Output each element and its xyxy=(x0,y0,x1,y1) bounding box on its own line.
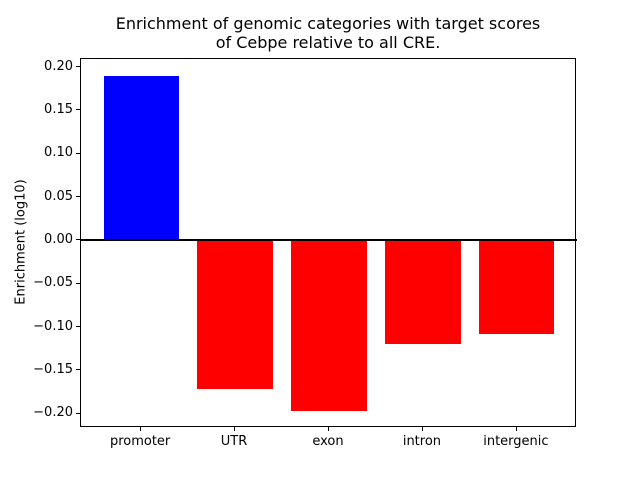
x-tick-label-intron: intron xyxy=(402,434,442,449)
y-tick-mark xyxy=(76,369,80,371)
zero-line xyxy=(81,239,577,242)
y-tick-label: 0.20 xyxy=(44,58,73,74)
chart-title-line-2: of Cebpe relative to all CRE. xyxy=(215,33,441,52)
y-tick-mark xyxy=(76,239,80,241)
y-tick-mark xyxy=(76,326,80,328)
y-tick-mark xyxy=(76,66,80,68)
bar-intron xyxy=(385,240,461,345)
x-tick-mark xyxy=(328,427,329,431)
x-tick-mark xyxy=(234,427,236,431)
y-tick-mark xyxy=(76,152,80,154)
x-tick-label-UTR: UTR xyxy=(220,434,248,449)
bar-promoter xyxy=(103,75,179,241)
y-tick-mark xyxy=(76,282,80,284)
y-tick-label: 0.15 xyxy=(44,101,73,117)
y-tick-label: 0.05 xyxy=(44,188,73,204)
bar-exon xyxy=(291,240,367,412)
y-tick-mark xyxy=(76,196,80,198)
x-tick-label-promoter: promoter xyxy=(109,434,171,449)
y-tick-mark xyxy=(76,412,80,414)
x-tick-mark xyxy=(140,427,142,431)
y-tick-label: −0.10 xyxy=(33,318,73,334)
y-tick-label: 0.10 xyxy=(44,145,73,161)
x-tick-label-intergenic: intergenic xyxy=(483,434,549,449)
chart-title-line-1: Enrichment of genomic categories with ta… xyxy=(115,14,541,33)
y-tick-mark xyxy=(76,109,80,111)
chart-title: Enrichment of genomic categories with ta… xyxy=(80,14,576,52)
y-tick-label: −0.20 xyxy=(33,405,73,421)
y-tick-label: −0.15 xyxy=(33,361,73,377)
bar-UTR xyxy=(197,240,273,389)
plot-area xyxy=(80,58,577,427)
x-tick-label-exon: exon xyxy=(312,434,344,449)
x-tick-mark xyxy=(421,427,423,431)
bar-intergenic xyxy=(479,240,555,335)
y-tick-label: −0.05 xyxy=(33,275,73,291)
y-axis-label: Enrichment (log10) xyxy=(13,179,29,305)
x-tick-mark xyxy=(515,427,517,431)
y-tick-label: 0.00 xyxy=(44,231,73,247)
